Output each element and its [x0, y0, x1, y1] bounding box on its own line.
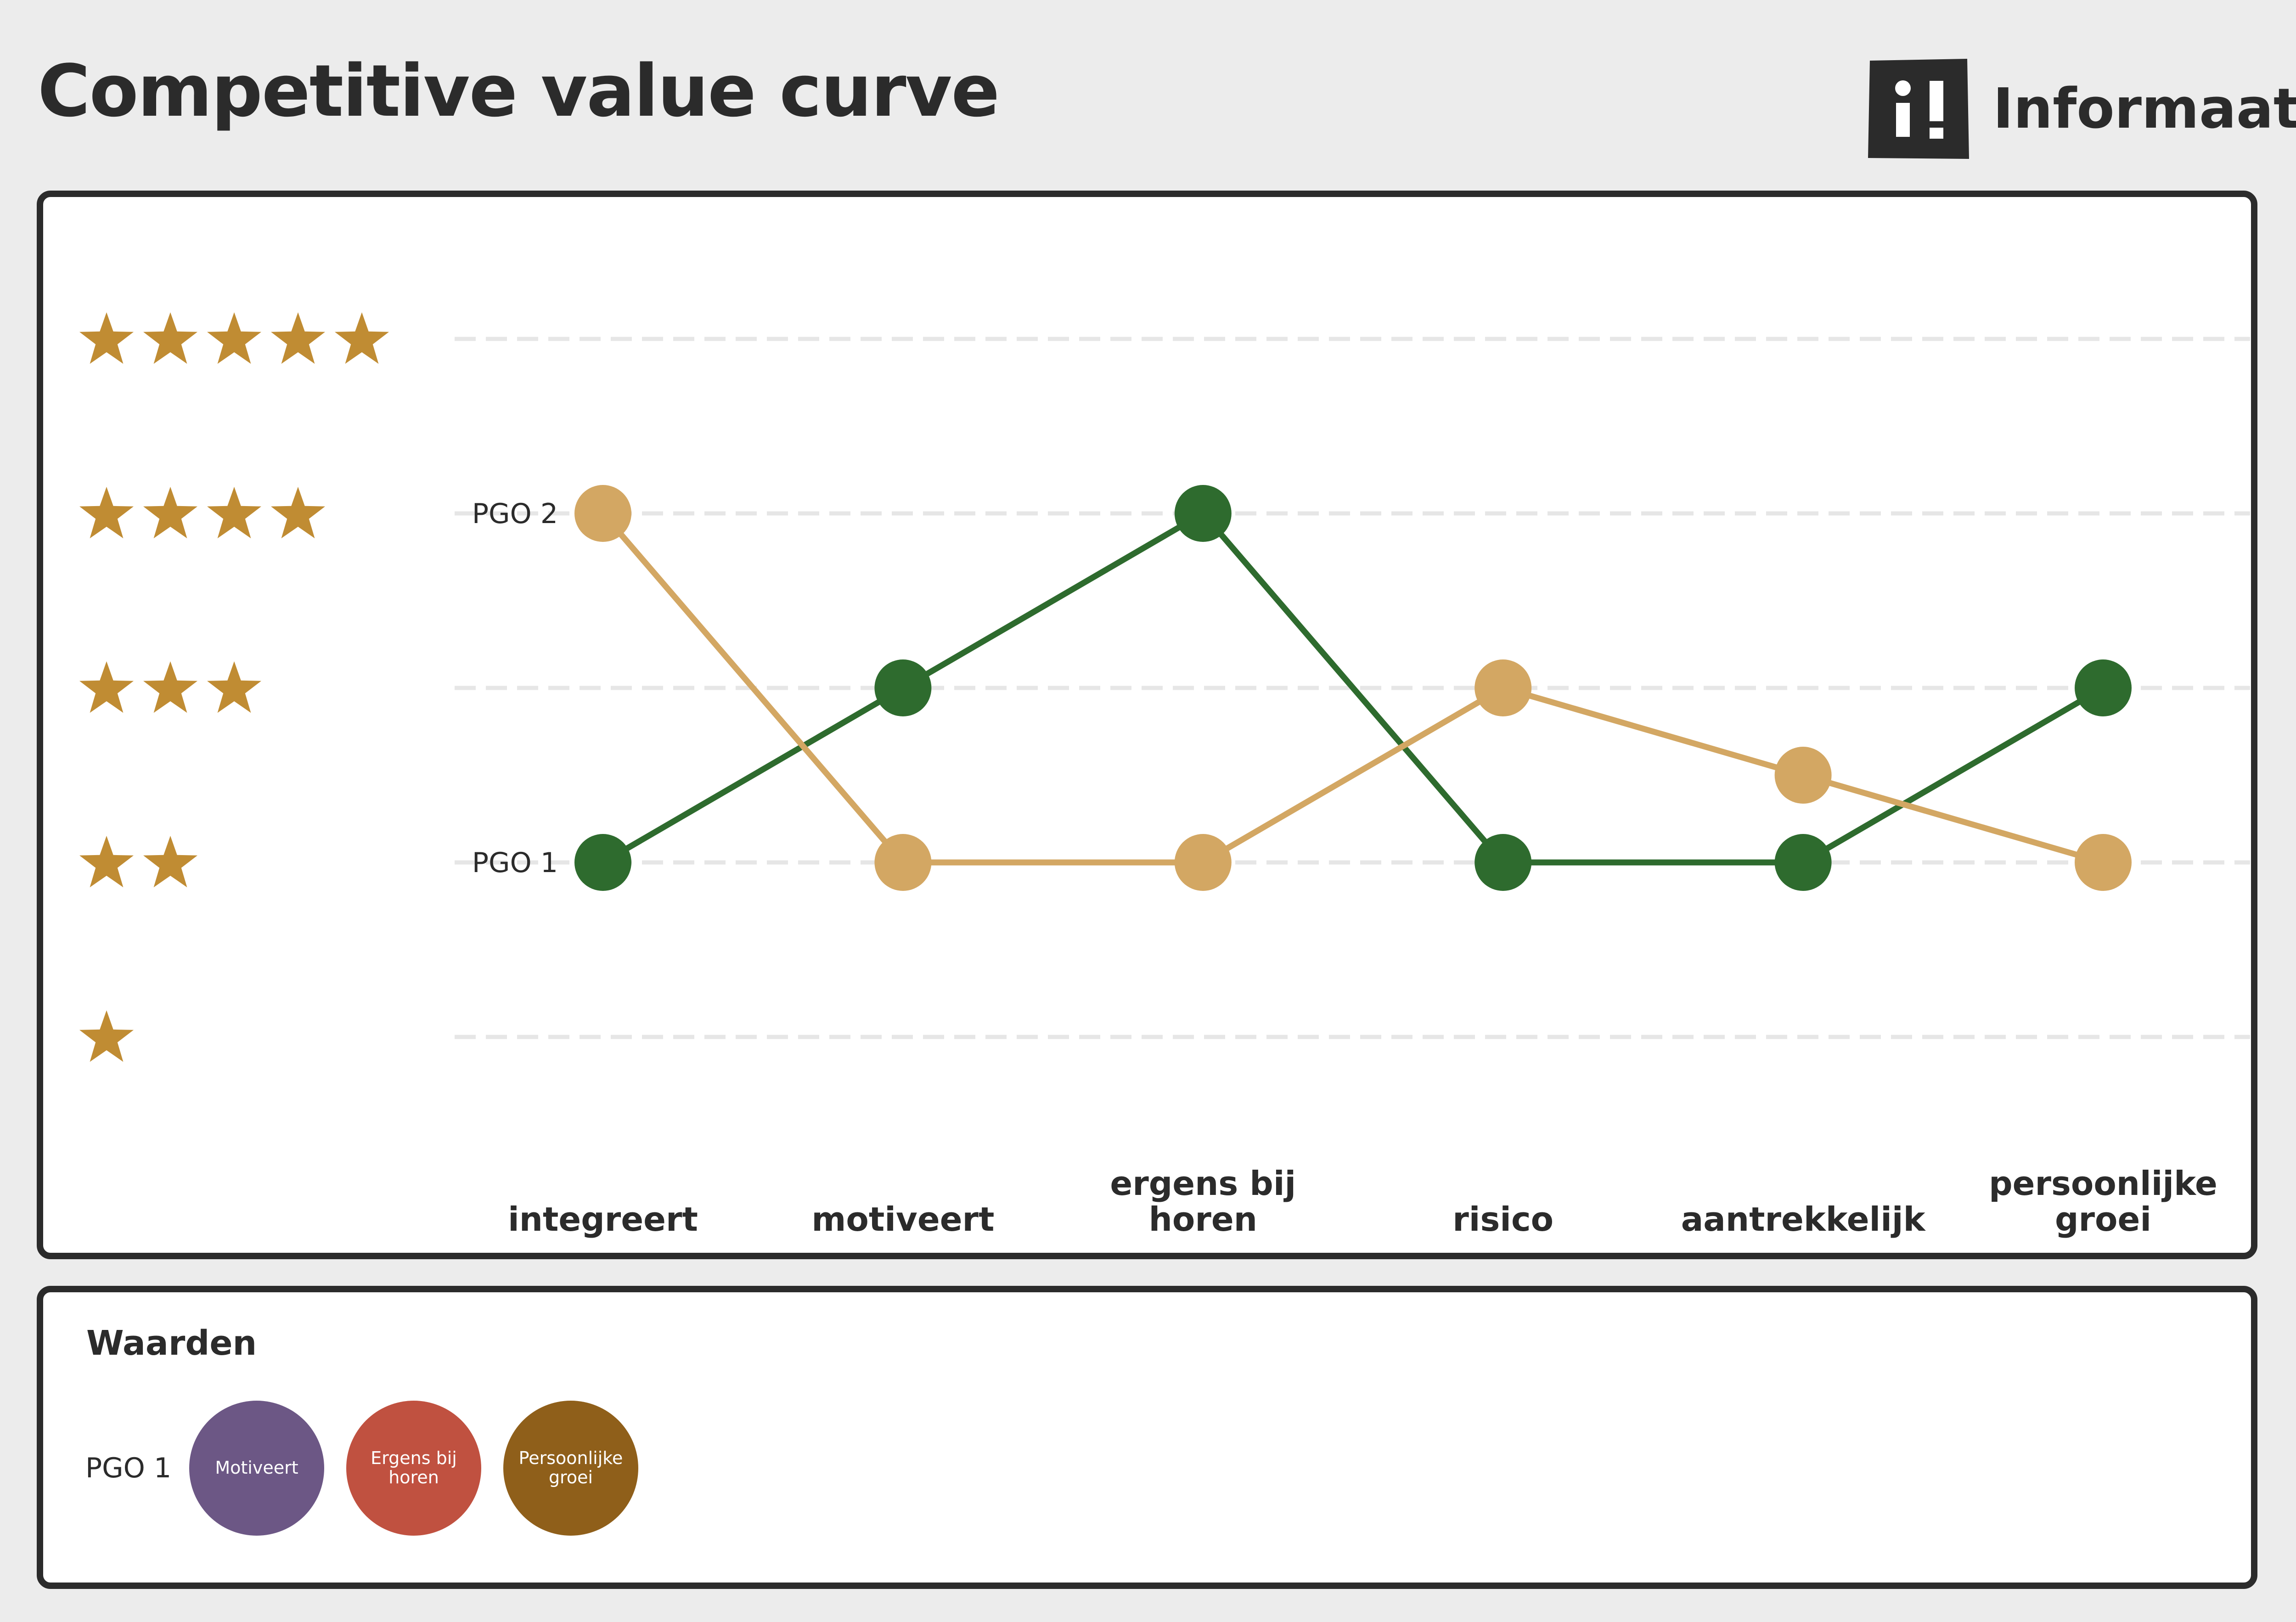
- data-point-pgo-1: [874, 659, 932, 716]
- value-circle-persoonlijke-groei: Persoonlijke groei: [503, 1401, 638, 1536]
- category-label: persoonlijke: [1989, 1164, 2217, 1203]
- star-rating-2: [79, 836, 197, 888]
- star-icon: [271, 312, 325, 364]
- star-icon: [79, 1010, 134, 1062]
- value-circle-label: Ergens bij horen: [371, 1448, 457, 1487]
- brand-name: Informaat: [1993, 77, 2296, 141]
- data-point-pgo-2: [874, 834, 932, 891]
- star-icon: [79, 487, 134, 539]
- data-point-pgo-1: [1774, 834, 1832, 891]
- values-row-label: PGO 1: [85, 1452, 172, 1484]
- brand: Informaat: [1867, 58, 2296, 161]
- series-label-pgo-1: PGO 1: [472, 847, 558, 879]
- data-point-pgo-2: [1474, 659, 1532, 716]
- series-label-pgo-2: PGO 2: [472, 498, 558, 530]
- data-point-pgo-2: [574, 485, 631, 542]
- star-icon: [207, 661, 261, 713]
- category-label: integreert: [508, 1200, 698, 1239]
- star-rating-4: [79, 487, 325, 539]
- series-line-pgo-1: [601, 510, 2105, 866]
- chart-panel: [37, 191, 2257, 1259]
- star-icon: [271, 487, 325, 539]
- data-point-pgo-1: [574, 834, 631, 891]
- star-icon: [79, 661, 134, 713]
- values-heading: Waarden: [86, 1324, 257, 1363]
- data-point-pgo-2: [1774, 747, 1832, 804]
- informaat-logo-icon: [1868, 59, 1969, 159]
- star-icon: [143, 312, 197, 364]
- value-circle-motiveert: Motiveert: [189, 1401, 324, 1536]
- data-point-pgo-2: [1174, 834, 1232, 891]
- star-icon: [207, 487, 261, 539]
- data-point-pgo-2: [2075, 834, 2132, 891]
- data-point-pgo-1: [1174, 485, 1232, 542]
- data-point-pgo-1: [1474, 834, 1532, 891]
- category-label: aantrekkelijk: [1681, 1200, 1926, 1239]
- values-row-pgo-1: PGO 1 Motiveert Ergens bij horen Persoon…: [85, 1399, 660, 1537]
- value-circle-label: Persoonlijke groei: [518, 1448, 623, 1487]
- star-icon: [79, 312, 134, 364]
- star-icon: [79, 836, 134, 888]
- star-icon: [335, 312, 389, 364]
- star-rating-1: [79, 1010, 134, 1062]
- value-circle-label: Motiveert: [215, 1458, 298, 1478]
- star-icon: [143, 661, 197, 713]
- star-icon: [143, 487, 197, 539]
- star-rating-3: [79, 661, 261, 713]
- category-label: groei: [2055, 1200, 2151, 1239]
- star-icon: [207, 312, 261, 364]
- value-circle-ergens-bij-horen: Ergens bij horen: [346, 1401, 481, 1536]
- page-title: Competitive value curve: [38, 49, 1000, 133]
- star-icon: [143, 836, 197, 888]
- series-line-pgo-2: [601, 511, 2104, 866]
- data-point-pgo-1: [2075, 659, 2132, 716]
- category-label: motiveert: [811, 1200, 994, 1239]
- category-label: risico: [1452, 1200, 1553, 1239]
- category-label: horen: [1149, 1200, 1257, 1239]
- star-rating-5: [79, 312, 389, 364]
- category-label: ergens bij: [1110, 1164, 1296, 1203]
